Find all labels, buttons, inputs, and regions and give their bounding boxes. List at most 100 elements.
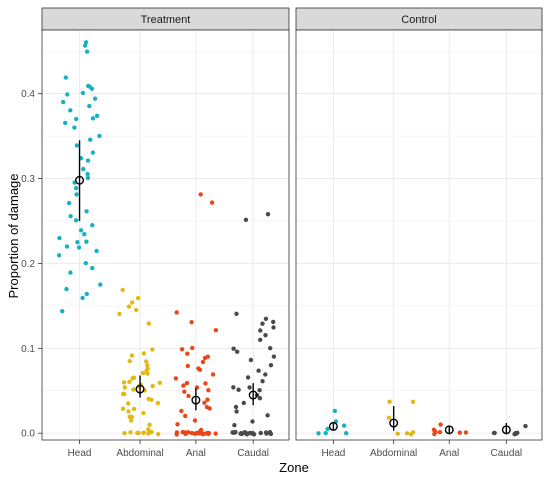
data-point xyxy=(181,383,186,388)
data-point xyxy=(68,108,73,113)
y-tick-label: 0.1 xyxy=(21,344,35,355)
mean-marker xyxy=(501,425,511,435)
data-point xyxy=(210,372,216,377)
panel-border xyxy=(295,29,543,441)
data-point xyxy=(325,426,330,432)
facet-title: Control xyxy=(401,14,436,26)
data-point xyxy=(85,171,90,177)
mean-marker xyxy=(75,175,85,185)
data-point xyxy=(268,346,273,351)
data-point xyxy=(144,359,149,364)
data-point xyxy=(145,366,150,371)
data-point xyxy=(89,86,95,91)
data-point xyxy=(68,214,73,219)
data-point xyxy=(146,321,151,326)
x-tick-label: Caudal xyxy=(237,448,269,459)
data-point xyxy=(131,387,136,392)
data-point xyxy=(189,320,194,325)
data-point xyxy=(157,380,162,385)
data-point xyxy=(179,347,185,352)
data-point xyxy=(147,422,152,427)
data-point xyxy=(213,431,218,436)
data-point xyxy=(206,388,211,393)
data-point xyxy=(233,404,239,410)
data-point xyxy=(184,430,190,435)
data-point xyxy=(250,419,255,424)
data-point xyxy=(141,410,146,416)
data-point xyxy=(268,431,274,437)
data-point xyxy=(72,125,77,130)
data-point xyxy=(205,354,210,359)
data-point xyxy=(202,400,207,405)
data-point xyxy=(241,400,246,406)
data-point xyxy=(66,200,72,206)
y-tick-label: 0.2 xyxy=(21,259,35,270)
data-point xyxy=(145,363,150,368)
data-point xyxy=(332,408,338,414)
data-point xyxy=(198,192,203,197)
data-point xyxy=(126,304,132,309)
data-point xyxy=(175,422,180,427)
data-point xyxy=(173,376,179,381)
data-point xyxy=(190,345,195,351)
data-point xyxy=(200,359,206,365)
x-tick-label: Anal xyxy=(439,448,459,459)
data-point xyxy=(85,158,91,163)
data-point xyxy=(64,286,69,292)
data-point xyxy=(131,375,137,380)
data-point xyxy=(146,427,151,432)
data-point xyxy=(457,430,462,435)
data-point xyxy=(75,240,80,245)
data-point xyxy=(129,414,135,420)
data-point xyxy=(265,212,271,217)
data-point xyxy=(140,370,146,376)
data-point xyxy=(263,316,269,321)
panel-background xyxy=(296,30,542,440)
data-point xyxy=(236,387,241,392)
data-point xyxy=(97,133,102,139)
data-point xyxy=(65,92,70,97)
data-point xyxy=(98,282,103,287)
data-point xyxy=(129,300,135,305)
data-point xyxy=(248,357,254,363)
data-point xyxy=(410,399,416,404)
data-point xyxy=(150,383,155,389)
data-point xyxy=(150,347,155,352)
data-point xyxy=(90,150,96,155)
data-point xyxy=(126,401,131,406)
data-point xyxy=(404,431,410,436)
data-point xyxy=(258,430,263,436)
x-tick-label: Caudal xyxy=(490,448,522,459)
data-point xyxy=(245,431,250,436)
data-point xyxy=(146,431,151,436)
data-point xyxy=(90,265,95,271)
data-point xyxy=(258,328,263,333)
data-point xyxy=(257,388,262,393)
data-point xyxy=(185,363,190,369)
data-point xyxy=(82,43,88,48)
data-point xyxy=(117,311,122,317)
data-point xyxy=(74,116,79,122)
data-point xyxy=(206,431,211,437)
data-point xyxy=(258,337,263,342)
data-point xyxy=(131,406,137,412)
data-point xyxy=(84,209,89,214)
data-point xyxy=(213,328,219,333)
data-point xyxy=(78,228,84,233)
data-point xyxy=(141,430,147,435)
data-point xyxy=(122,391,127,397)
data-point xyxy=(523,423,528,429)
data-point xyxy=(344,431,349,436)
y-tick-label: 0.3 xyxy=(21,174,35,185)
data-point xyxy=(120,287,125,293)
data-point xyxy=(63,75,68,80)
data-point xyxy=(257,396,263,401)
data-point xyxy=(232,423,237,428)
data-point xyxy=(260,379,265,384)
data-point xyxy=(57,235,62,241)
data-point xyxy=(84,291,90,297)
data-point xyxy=(234,409,239,414)
data-point xyxy=(174,310,179,315)
data-point xyxy=(183,413,188,419)
data-point xyxy=(127,379,132,385)
